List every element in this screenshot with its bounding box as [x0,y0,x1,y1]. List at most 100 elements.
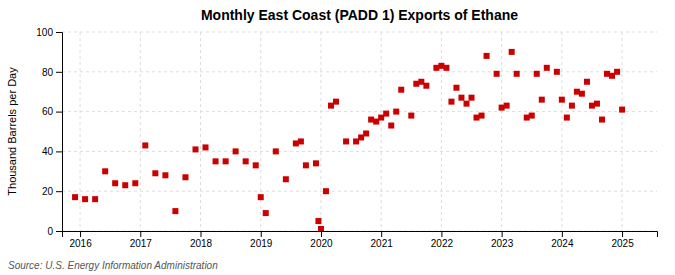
point [504,103,510,109]
y-tick: 100 [36,27,62,38]
x-tick-label: 2023 [491,238,514,249]
y-axis-line [56,33,63,232]
point [213,158,219,164]
point [383,111,389,117]
x-tick-label: 2017 [130,238,153,249]
x-tick: 2023 [491,231,514,249]
point [172,208,178,214]
point [193,146,199,152]
point [333,99,339,105]
x-tick-mark [562,231,563,237]
point [343,138,349,144]
y-tick-mark [56,112,62,113]
x-tick-label: 2019 [250,238,273,249]
point [594,101,600,107]
point [564,115,570,121]
y-tick: 40 [42,146,62,157]
point [423,83,429,89]
x-axis: 2016201720182019202020212022202320242025 [63,231,658,249]
x-tick-mark [441,231,442,237]
x-tick-label: 2024 [551,238,574,249]
x-tick: 2016 [69,231,92,249]
point [514,71,520,77]
x-grid-line [200,32,201,231]
point [223,158,229,164]
point [233,148,239,154]
point [142,142,148,148]
y-tick-label: 60 [42,106,54,117]
x-axis-line [63,232,658,238]
y-tick-mark [56,32,62,33]
point [408,113,414,119]
point [584,79,590,85]
x-tick-label: 2021 [371,238,394,249]
x-grid-line [441,32,442,231]
point [298,138,304,144]
x-grid-line [561,32,562,231]
point [315,218,321,224]
point [398,87,404,93]
x-tick-mark [261,231,262,237]
point [182,174,188,180]
point [303,162,309,168]
point [243,158,249,164]
x-tick-mark [321,231,322,237]
point [112,180,118,186]
point [363,130,369,136]
x-tick-mark [140,231,141,237]
y-grid-line [62,32,657,33]
point [152,170,158,176]
point [458,95,464,101]
point [509,49,515,55]
point [494,71,500,77]
point [323,188,329,194]
y-grid-line [62,151,657,152]
point [203,144,209,150]
point [122,182,128,188]
point [614,69,620,75]
x-tick-label: 2016 [69,238,92,249]
point [484,53,490,59]
point [283,176,289,182]
x-tick: 2022 [431,231,454,249]
point [534,71,540,77]
y-tick-mark [56,72,62,73]
point [388,123,394,129]
y-tick-label: 100 [36,27,53,38]
points [72,49,625,231]
point [393,109,399,115]
point [569,103,575,109]
y-grid-line [62,71,657,72]
x-grid-line [80,32,81,231]
point [479,113,485,119]
point [619,107,625,113]
point [253,162,259,168]
x-grid-line [381,32,382,231]
y-tick: 0 [47,226,62,237]
point [464,101,470,107]
point [579,91,585,97]
y-tick-mark [56,191,62,192]
x-grid-line [260,32,261,231]
grid [62,32,657,231]
y-tick-mark [56,231,62,232]
y-axis-title: Thousand Barrels per Day [6,67,18,196]
y-tick: 60 [42,106,62,117]
x-tick-mark [381,231,382,237]
point [554,69,560,75]
y-tick: 20 [42,186,62,197]
point [263,210,269,216]
point [544,65,550,71]
point [469,95,475,101]
y-tick-label: 80 [42,67,54,78]
y-tick: 80 [42,67,62,78]
point [529,113,535,119]
x-tick: 2018 [190,231,213,249]
point [453,85,459,91]
x-grid-line [320,32,321,231]
point [443,65,449,71]
point [82,196,88,202]
x-tick-mark [201,231,202,237]
x-tick-mark [502,231,503,237]
plot: 2016201720182019202020212022202320242025… [36,27,657,249]
